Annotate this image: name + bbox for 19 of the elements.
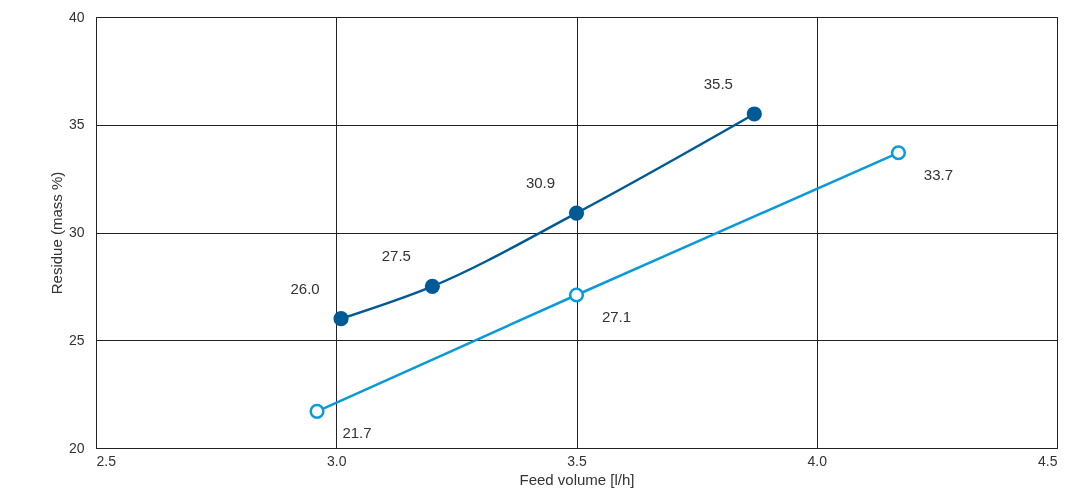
- y-tick-label: 20: [68, 439, 85, 456]
- x-tick-label: 3.5: [567, 452, 587, 469]
- x-tick-label: 2.5: [96, 452, 117, 469]
- data-label: 35.5: [703, 74, 733, 92]
- y-tick-label: 40: [68, 8, 85, 25]
- data-label: 27.1: [601, 307, 632, 325]
- y-tick-label: 25: [68, 331, 85, 348]
- y-tick-label: 30: [68, 224, 85, 240]
- x-axis-title: Feed volume [l/h]: [519, 470, 635, 488]
- data-label: 27.5: [381, 247, 411, 265]
- y-tick-label: 35: [68, 116, 85, 133]
- data-label: 33.7: [923, 165, 954, 183]
- data-label: 26.0: [290, 279, 320, 297]
- x-tick-label: 3.0: [327, 452, 347, 469]
- x-tick-label: 4.0: [807, 452, 828, 469]
- x-tick-label: 4.5: [1038, 452, 1058, 469]
- y-axis-title: Residue (mass %): [47, 171, 65, 295]
- data-label: 30.9: [525, 174, 556, 192]
- data-label: 21.7: [342, 424, 372, 442]
